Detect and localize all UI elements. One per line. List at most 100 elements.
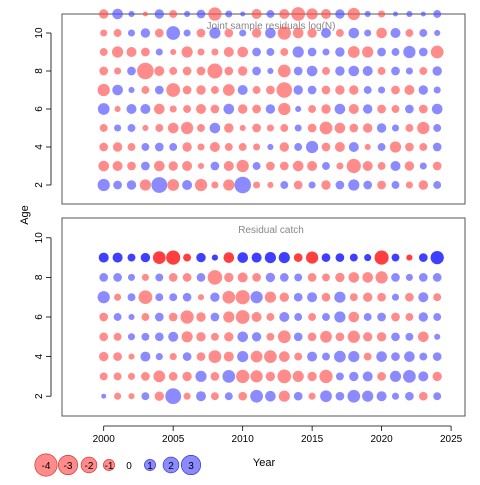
residual-bubble (209, 27, 221, 39)
residual-bubble (266, 10, 275, 18)
residual-bubble (277, 26, 291, 40)
residual-bubble (432, 352, 442, 361)
residual-bubble (266, 85, 275, 95)
residual-bubble (307, 332, 317, 342)
residual-bubble (182, 142, 192, 152)
residual-bubble (391, 293, 400, 301)
residual-bubble (168, 161, 178, 171)
residual-bubble (113, 180, 122, 190)
residual-bubble (335, 272, 345, 283)
residual-bubble (376, 123, 387, 133)
residual-bubble (267, 67, 274, 75)
residual-bubble (252, 104, 261, 114)
residual-bubble (405, 313, 414, 321)
residual-bubble (363, 313, 372, 321)
residual-bubble (418, 180, 428, 190)
residual-bubble (363, 123, 373, 133)
residual-bubble (128, 353, 135, 360)
residual-bubble (294, 352, 303, 361)
residual-bubble (252, 273, 261, 282)
residual-bubble (322, 352, 330, 361)
residual-bubble (142, 11, 148, 17)
residual-bubble (363, 332, 373, 342)
residual-bubble (267, 143, 274, 151)
residual-bubble (127, 143, 136, 151)
residual-bubble (99, 48, 108, 56)
residual-bubble (378, 86, 386, 94)
residual-bubble (321, 292, 331, 302)
residual-bubble (322, 162, 330, 170)
residual-bubble (114, 105, 121, 113)
residual-bubble (210, 86, 219, 94)
residual-bubble (166, 26, 181, 40)
residual-bubble (308, 181, 316, 189)
residual-bubble (235, 310, 250, 324)
residual-bubble (391, 273, 400, 282)
residual-bubble (294, 143, 303, 151)
residual-bubble (393, 11, 398, 17)
residual-bubble (389, 370, 402, 382)
residual-bubble (432, 273, 442, 282)
residual-bubble (97, 83, 110, 97)
residual-bubble (168, 331, 179, 342)
residual-bubble (389, 141, 402, 153)
residual-bubble (141, 392, 150, 401)
residual-bubble (223, 351, 234, 362)
residual-bubble (252, 123, 261, 133)
residual-bubble (113, 273, 122, 282)
residual-bubble (180, 121, 194, 135)
residual-bubble (432, 161, 442, 171)
residual-bubble (291, 7, 306, 21)
residual-bubble (335, 372, 344, 381)
residual-bubble (403, 370, 416, 383)
residual-bubble (347, 7, 360, 21)
residual-bubble (141, 313, 150, 321)
residual-bubble (293, 253, 303, 262)
residual-bubble (237, 331, 249, 343)
residual-bubble (277, 330, 291, 344)
residual-bubble (240, 11, 246, 17)
residual-bubble (294, 273, 303, 282)
residual-bubble (321, 180, 331, 190)
residual-bubble (404, 161, 415, 171)
residual-bubble (319, 121, 333, 135)
residual-bubble (197, 162, 205, 170)
residual-bubble (348, 27, 360, 39)
residual-bubble (335, 9, 345, 19)
residual-bubble (349, 293, 358, 302)
residual-bubble (348, 351, 360, 363)
residual-bubble (307, 273, 317, 282)
residual-bubble (196, 85, 206, 95)
legend-bubble (57, 454, 78, 475)
residual-bubble (196, 9, 206, 19)
residual-bubble (153, 160, 165, 172)
residual-bubble (154, 312, 164, 322)
residual-bubble (374, 250, 389, 265)
residual-bubble (266, 332, 275, 341)
residual-bubble (362, 46, 374, 58)
residual-bubble (322, 67, 330, 75)
y-tick-label: 10 (34, 232, 45, 244)
residual-bubble (155, 293, 164, 302)
residual-bubble (166, 250, 181, 265)
residual-bubble (405, 67, 413, 75)
residual-bubble (321, 142, 331, 152)
residual-bubble (128, 393, 135, 400)
residual-bubble (182, 273, 192, 282)
residual-bubble (433, 181, 442, 189)
residual-bubble (264, 252, 276, 264)
residual-bubble (322, 48, 330, 56)
residual-bubble (127, 333, 136, 341)
residual-bubble (97, 103, 110, 115)
residual-bubble (224, 392, 233, 401)
panel-bottom-title: Residual catch (238, 225, 304, 236)
residual-bubble (391, 66, 400, 76)
residual-bubble (306, 65, 318, 77)
residual-bubble (280, 181, 289, 189)
panel-top-bubbles (97, 7, 444, 194)
residual-bubble (334, 141, 345, 153)
residual-bubble (363, 292, 373, 302)
residual-bubble (377, 47, 386, 57)
residual-bubble (154, 9, 164, 19)
residual-bubble (264, 291, 276, 303)
